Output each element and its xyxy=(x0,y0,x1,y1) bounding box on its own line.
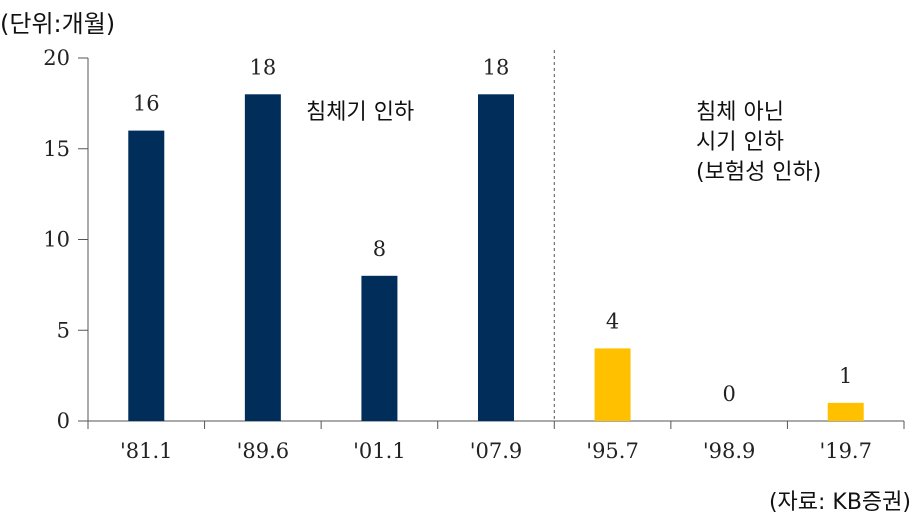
y-tick-label: 10 xyxy=(43,228,70,252)
x-tick-label: '89.6 xyxy=(237,439,290,463)
bar xyxy=(361,275,398,421)
data-label: 16 xyxy=(133,92,160,116)
data-label: 0 xyxy=(722,382,735,406)
x-tick-label: '07.9 xyxy=(470,439,523,463)
bar xyxy=(594,348,631,421)
x-axis: '81.1 '89.6 '01.1 '07.9 '95.7 '98.9 '19.7 xyxy=(87,420,905,463)
data-label: 18 xyxy=(483,55,510,79)
y-axis: 0 5 10 15 20 xyxy=(43,46,89,433)
x-tick-label: '81.1 xyxy=(120,439,173,463)
bars xyxy=(128,94,864,422)
recession-annotation: 침체기 인하 xyxy=(306,98,414,128)
bar xyxy=(244,94,281,422)
source-label: (자료: KB증권) xyxy=(768,490,911,515)
bar xyxy=(827,402,864,421)
y-tick-label: 5 xyxy=(57,318,70,342)
x-tick-label: '01.1 xyxy=(353,439,406,463)
y-tick-label: 20 xyxy=(43,46,70,70)
data-label: 18 xyxy=(249,55,276,79)
data-label: 1 xyxy=(839,364,852,388)
y-tick-label: 0 xyxy=(57,409,70,433)
x-tick-label: '95.7 xyxy=(586,439,639,463)
non-recession-line-2: 시기 인하 xyxy=(696,130,784,155)
bar xyxy=(128,130,165,421)
non-recession-annotation: 침체 아닌 시기 인하 (보험성 인하) xyxy=(696,98,821,188)
x-tick-label: '19.7 xyxy=(819,439,872,463)
non-recession-line-3: (보험성 인하) xyxy=(696,160,822,185)
y-tick-label: 15 xyxy=(43,137,70,161)
bar xyxy=(478,94,514,422)
non-recession-line-1: 침체 아닌 xyxy=(696,100,784,125)
x-tick-label: '98.9 xyxy=(703,439,756,463)
data-labels: 16 18 8 18 4 0 1 xyxy=(133,55,852,406)
unit-label: (단위:개월) xyxy=(0,10,116,38)
data-label: 4 xyxy=(606,309,619,333)
data-label: 8 xyxy=(373,237,386,261)
recession-annotation-text: 침체기 인하 xyxy=(306,100,415,125)
